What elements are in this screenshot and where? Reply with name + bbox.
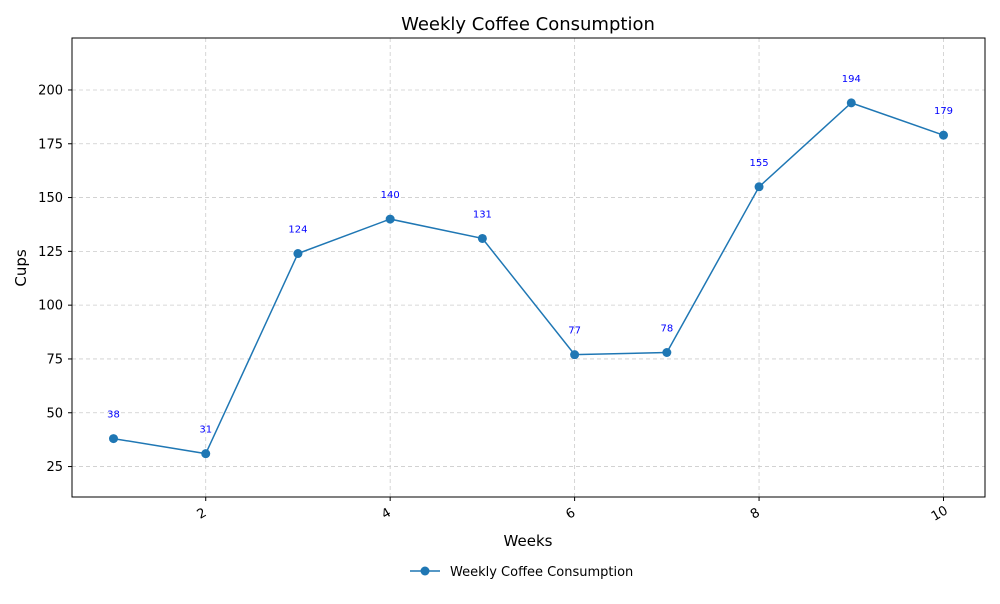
chart-title: Weekly Coffee Consumption	[401, 14, 655, 35]
data-label: 77	[568, 326, 581, 337]
data-label: 78	[660, 324, 673, 335]
x-tick-label: 10	[929, 503, 951, 524]
data-labels: 38 31 124 140 131 77 78 155 194 179	[107, 74, 953, 436]
data-label: 155	[750, 158, 769, 169]
data-point	[293, 249, 303, 259]
y-tick-label: 175	[38, 137, 63, 152]
y-axis-ticks: 25 50 75 100 125 150 175 200	[38, 83, 72, 475]
data-label: 131	[473, 209, 492, 220]
legend-marker	[420, 566, 430, 576]
data-point	[846, 98, 856, 108]
data-point	[754, 182, 764, 192]
y-tick-label: 100	[38, 299, 63, 314]
series-layer	[109, 98, 948, 459]
y-tick-label: 25	[46, 460, 63, 475]
data-label: 38	[107, 410, 120, 421]
y-tick-label: 75	[46, 352, 63, 367]
y-tick-label: 125	[38, 245, 63, 260]
y-axis-label: Cups	[12, 249, 30, 287]
data-point	[939, 130, 948, 140]
data-point	[570, 350, 580, 360]
data-point	[477, 233, 487, 243]
plot-frame	[71, 37, 986, 498]
data-label: 194	[842, 74, 861, 85]
series-line	[113, 102, 944, 455]
data-label: 179	[934, 106, 953, 117]
data-point	[385, 214, 395, 224]
y-tick-label: 150	[38, 191, 63, 206]
data-point	[109, 434, 118, 444]
data-label: 140	[381, 190, 400, 201]
data-label: 124	[288, 225, 307, 236]
y-tick-label: 50	[46, 406, 63, 421]
data-point	[662, 348, 672, 357]
data-label: 31	[199, 425, 212, 436]
y-tick-label: 200	[38, 83, 63, 98]
grid-lines	[72, 38, 985, 497]
legend: Weekly Coffee Consumption	[410, 565, 633, 580]
x-axis-label: Weeks	[504, 532, 553, 550]
legend-label: Weekly Coffee Consumption	[450, 565, 633, 580]
data-point	[201, 449, 211, 459]
